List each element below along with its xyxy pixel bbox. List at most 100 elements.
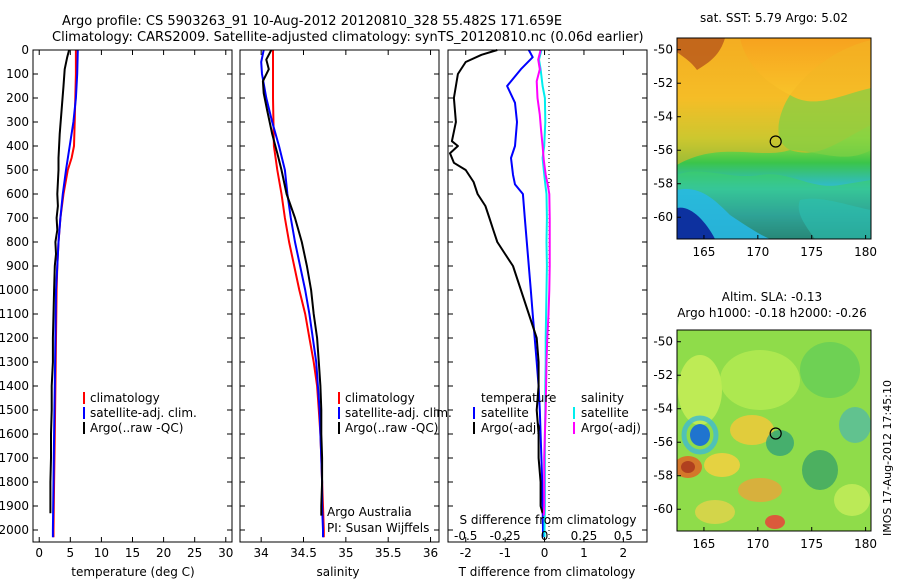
t-difference-axis-label: T difference from climatology: [458, 565, 636, 579]
lat-tick-label: -58: [653, 469, 673, 483]
legend-header-salinity: salinity: [581, 391, 624, 405]
p3-series-line-1: [449, 49, 544, 514]
sla-map-frame: [676, 329, 872, 532]
temperature-legend: climatology satellite-adj. clim. Argo(..…: [83, 391, 197, 435]
depth-tick-label: 800: [6, 235, 29, 249]
lat-tick-label: -54: [653, 402, 673, 416]
x-tick-label: 15: [125, 546, 140, 560]
figure-title-line2: Climatology: CARS2009. Satellite-adjuste…: [52, 30, 644, 45]
x-tick-label: 34.5: [290, 546, 317, 560]
sla-heatmap: [677, 330, 871, 531]
difference-legend: temperature satellite Argo(-adj) salinit…: [473, 391, 641, 435]
lon-tick-label: 180: [854, 245, 877, 259]
lat-tick-label: -54: [653, 110, 673, 124]
x-tick-label: -1: [499, 546, 511, 560]
depth-tick-label: 2000: [0, 523, 29, 537]
s-diff-tick-label: 0.25: [571, 529, 598, 543]
lat-tick-label: -56: [653, 143, 673, 157]
x-tick-label: 10: [94, 546, 109, 560]
difference-plot-frame: [447, 49, 648, 543]
depth-tick-label: 500: [6, 163, 29, 177]
argo-australia-label: Argo Australia: [327, 505, 412, 519]
sst-map-frame: [676, 37, 872, 240]
sla-map-title-line1: Altim. SLA: -0.13: [722, 290, 822, 304]
depth-tick-label: 700: [6, 211, 29, 225]
p2-series-line-0: [272, 50, 325, 538]
lat-tick-label: -50: [653, 335, 673, 349]
temperature-plot-frame: [32, 49, 233, 543]
lon-tick-label: 170: [746, 245, 769, 259]
depth-tick-label: 1200: [0, 331, 29, 345]
depth-tick-label: 1800: [0, 475, 29, 489]
lat-tick-label: -58: [653, 177, 673, 191]
legend-label-argo: Argo(..raw -QC): [345, 421, 438, 435]
lon-tick-label: 170: [746, 537, 769, 551]
depth-tick-label: 1500: [0, 403, 29, 417]
salinity-plot-frame: [239, 49, 440, 543]
x-tick-label: 36: [423, 546, 438, 560]
x-tick-label: 5: [66, 546, 74, 560]
depth-tick-label: 1900: [0, 499, 29, 513]
x-tick-label: 0: [541, 546, 549, 560]
lat-tick-label: -60: [653, 210, 673, 224]
lon-tick-label: 165: [692, 537, 715, 551]
x-tick-label: -2: [460, 546, 472, 560]
difference-panel: -2 -1 0 1 2 -0.5 -0.25 0 0.25 0.5 S difference f…: [447, 49, 648, 579]
x-tick-label: 34: [254, 546, 269, 560]
s-diff-tick-label: 0.5: [614, 529, 633, 543]
legend-header-temperature: temperature: [481, 391, 556, 405]
x-tick-label: 20: [156, 546, 171, 560]
depth-tick-label: 1600: [0, 427, 29, 441]
imos-timestamp: IMOS 17-Aug-2012 17:45:10: [881, 380, 894, 536]
depth-tick-label: 1300: [0, 355, 29, 369]
x-tick-label: 0: [35, 546, 43, 560]
legend-label-temp-satellite: satellite: [481, 406, 529, 420]
lon-tick-label: 175: [800, 245, 823, 259]
legend-label-satellite-adj: satellite-adj. clim.: [90, 406, 197, 420]
depth-tick-label: 1100: [0, 307, 29, 321]
sla-map-panel: Altim. SLA: -0.13 Argo h1000: -0.18 h200…: [653, 290, 877, 551]
salinity-panel: 34 34.5 35 35.5 36 salinity climatology sate…: [239, 49, 452, 579]
depth-tick-label: 1000: [0, 283, 29, 297]
lon-tick-label: 175: [800, 537, 823, 551]
lat-tick-label: -56: [653, 435, 673, 449]
lat-tick-label: -60: [653, 502, 673, 516]
depth-tick-label: 100: [6, 67, 29, 81]
sla-argo-position-marker: [769, 427, 782, 440]
p1-series-line-2: [49, 49, 71, 514]
legend-label-climatology: climatology: [345, 391, 415, 405]
x-tick-label: 2: [620, 546, 628, 560]
legend-label-argo: Argo(..raw -QC): [90, 421, 183, 435]
temperature-axis-label: temperature (deg C): [71, 565, 194, 579]
salinity-axis-label: salinity: [316, 565, 359, 579]
sst-map-panel: sat. SST: 5.79 Argo: 5.02 165 170 175 180 -…: [653, 11, 877, 259]
depth-tick-label: 600: [6, 187, 29, 201]
legend-label-sal-satellite: satellite: [581, 406, 629, 420]
x-tick-label: 1: [580, 546, 588, 560]
legend-label-sal-argo: Argo(-adj): [581, 421, 641, 435]
x-tick-label: 25: [187, 546, 202, 560]
sst-map-title: sat. SST: 5.79 Argo: 5.02: [700, 11, 848, 25]
temperature-panel: 0 5 10 15 20 25 30 0 100 200 300 400 500 600 700 800 90…: [0, 43, 233, 579]
depth-tick-label: 0: [21, 43, 29, 57]
depth-tick-label: 1700: [0, 451, 29, 465]
depth-tick-label: 300: [6, 115, 29, 129]
depth-tick-label: 1400: [0, 379, 29, 393]
lat-tick-label: -50: [653, 43, 673, 57]
p3-series-line-0: [506, 49, 544, 538]
x-tick-label: 35.5: [375, 546, 402, 560]
depth-tick-label: 200: [6, 91, 29, 105]
depth-tick-label: 900: [6, 259, 29, 273]
s-diff-tick-label: -0.5: [454, 529, 477, 543]
lat-tick-label: -52: [653, 76, 673, 90]
legend-label-satellite-adj: satellite-adj. clim.: [345, 406, 452, 420]
s-diff-tick-label: 0: [541, 529, 549, 543]
salinity-legend: climatology satellite-adj. clim. Argo(..…: [338, 391, 452, 435]
sla-map-title-line2: Argo h1000: -0.18 h2000: -0.26: [677, 306, 867, 320]
lat-tick-label: -52: [653, 368, 673, 382]
pi-label: PI: Susan Wijffels: [327, 521, 429, 535]
sst-heatmap: [677, 38, 871, 239]
x-tick-label: 30: [218, 546, 233, 560]
depth-tick-label: 400: [6, 139, 29, 153]
lon-tick-label: 165: [692, 245, 715, 259]
